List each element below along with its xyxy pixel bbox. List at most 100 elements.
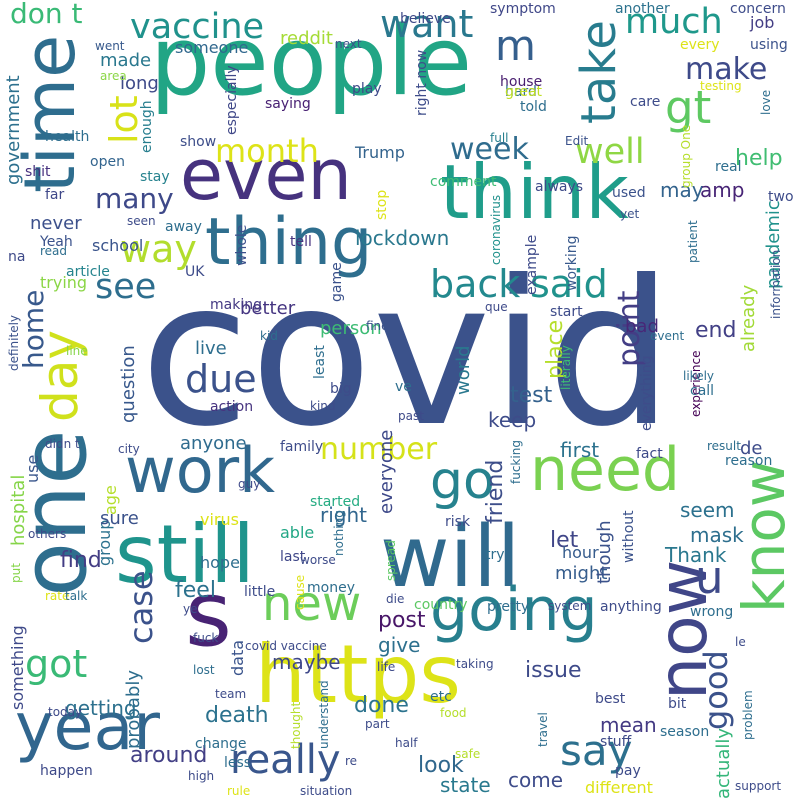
word-nothing: nothing: [332, 510, 346, 556]
word-mask: mask: [690, 523, 744, 547]
word-said: said: [530, 262, 608, 306]
word-information: information: [769, 250, 783, 320]
word-test: test: [510, 383, 553, 408]
word-saying: saying: [265, 96, 311, 112]
word-comment: comment: [430, 174, 497, 190]
word-home: home: [17, 290, 50, 370]
word-every: every: [680, 37, 720, 53]
word-rate: rate: [45, 589, 70, 603]
word-week: week: [450, 132, 529, 167]
word-best: best: [595, 691, 626, 707]
word-feel: feel: [175, 578, 216, 603]
word-family: family: [280, 439, 324, 455]
word-group-one: group One: [679, 125, 693, 189]
word-cause: cause: [293, 575, 307, 611]
word-made: made: [100, 50, 152, 71]
word-come: come: [508, 768, 564, 792]
word-game: game: [329, 262, 345, 302]
word-using: using: [750, 37, 788, 53]
word-reddit: reddit: [280, 28, 333, 49]
word-u: u: [695, 551, 724, 604]
word-always: always: [535, 179, 584, 195]
word-guy: guy: [238, 477, 261, 491]
word-vaccine: vaccine: [130, 7, 265, 47]
word-well: well: [575, 132, 645, 172]
word-action: action: [210, 399, 254, 415]
word-someone: someone: [175, 38, 249, 57]
word-may: may: [660, 178, 704, 202]
word-friend: friend: [483, 460, 508, 525]
word-worse: worse: [300, 553, 336, 567]
word-situation: situation: [300, 784, 353, 798]
word-lot: lot: [102, 95, 146, 144]
word-good: good: [697, 650, 735, 730]
word-far: far: [45, 187, 65, 203]
word-talk: talk: [65, 589, 88, 603]
word-less: less: [224, 755, 252, 771]
word-say: say: [560, 726, 633, 775]
word-really: really: [230, 737, 341, 783]
word-team: team: [215, 687, 247, 701]
word-thing: thing: [205, 205, 373, 280]
word-yeah: Yeah: [40, 234, 73, 250]
word-etc: etc: [430, 689, 452, 705]
word-m: m: [495, 21, 536, 70]
word-due: due: [185, 357, 257, 401]
word-half: half: [395, 736, 418, 750]
word-long: long: [120, 73, 159, 94]
word-pay: pay: [615, 763, 641, 779]
word-used: used: [612, 185, 646, 201]
word-government: government: [3, 75, 24, 185]
word-sure: sure: [100, 508, 139, 529]
word-stuff: stuff: [600, 734, 632, 750]
word-even: even: [180, 134, 352, 216]
word-find: find: [60, 548, 102, 573]
word-hospital: hospital: [8, 475, 29, 547]
word-stop: stop: [374, 190, 390, 221]
word-trump: Trump: [355, 143, 405, 162]
word-people: people: [150, 7, 473, 117]
word-shit: shit: [25, 164, 51, 180]
word-without: without: [621, 510, 637, 563]
word-probably: probably: [123, 670, 144, 749]
word-ve: ve: [395, 379, 412, 395]
word-likely: likely: [683, 369, 715, 383]
word-taking: taking: [456, 657, 494, 671]
word-live: live: [195, 338, 227, 359]
word-mean: mean: [600, 713, 657, 737]
word-hard: hard: [505, 84, 537, 100]
word-house: house: [500, 74, 543, 90]
word-working: working: [564, 235, 580, 291]
word-bit: bit: [668, 696, 687, 712]
word-testing: testing: [700, 79, 742, 93]
word-work: work: [125, 434, 276, 507]
word-full: full: [490, 131, 509, 145]
word-already: already: [738, 285, 759, 353]
word-food: food: [440, 706, 467, 720]
word-especially: especially: [224, 65, 240, 135]
word-started: started: [310, 494, 361, 510]
word-data: data: [228, 640, 247, 677]
word-something: something: [8, 625, 27, 710]
word-right-now: right now: [414, 50, 430, 117]
word-concern: concern: [730, 1, 786, 17]
word-covid-vaccine: covid vaccine: [245, 639, 327, 653]
word-maybe: maybe: [272, 650, 341, 674]
word-ye: ye: [183, 602, 198, 616]
word-going: going: [430, 575, 598, 645]
word-coronavirus: coronavirus: [489, 195, 503, 266]
word-reason: reason: [725, 453, 773, 469]
word-told: told: [520, 99, 547, 115]
word-rule: rule: [227, 784, 251, 798]
word-risk: risk: [445, 514, 471, 530]
word-bad: bad: [625, 316, 659, 337]
word-le: le: [735, 635, 746, 649]
word-let: let: [550, 528, 579, 553]
word-death: death: [205, 703, 269, 728]
word-actually: actually: [713, 727, 734, 799]
word-great: great: [505, 84, 543, 100]
word-example: example: [524, 235, 540, 296]
word-happen: happen: [40, 763, 93, 779]
word-safe: safe: [455, 747, 481, 761]
